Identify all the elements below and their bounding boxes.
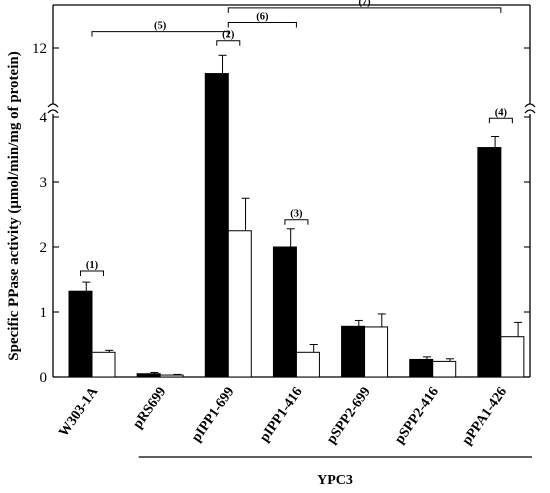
comparison-brackets: (1)(2)(3)(4)(5)(6)(7) — [80, 0, 513, 277]
bar-pPPA1-426-0 — [477, 147, 502, 378]
bracket-1 — [80, 270, 104, 277]
bracket-7 — [227, 7, 502, 13]
bar-pPPA1-426-1 — [500, 336, 525, 378]
bracket-label: (7) — [358, 0, 371, 8]
bracket-label: (6) — [256, 11, 269, 22]
y-axis-label: Specific PPase activity (μmol/min/mg of … — [6, 51, 22, 360]
x-tick-label: pRS699 — [130, 385, 169, 432]
bar-pIPP1-416-1 — [295, 351, 320, 378]
y-tick-label: 0 — [40, 370, 48, 386]
axis-break-right-bottom — [524, 109, 536, 114]
group-label: YPC3 — [317, 473, 353, 488]
axis-break-left-top — [47, 103, 59, 108]
x-tick-label: W303-1A — [56, 384, 101, 440]
error-bars — [82, 54, 523, 376]
bar-pSPP2-416-1 — [432, 360, 457, 378]
bracket-label: (4) — [495, 107, 508, 118]
x-tick-label: pSPP2-699 — [324, 385, 374, 447]
bar-pIPP1-416-0 — [272, 246, 297, 378]
bracket-5 — [91, 31, 229, 37]
bars — [68, 73, 525, 378]
bar-pRS699-1 — [159, 374, 184, 378]
y-tick-label: 3 — [40, 175, 48, 191]
bracket-4 — [488, 117, 513, 124]
x-tick-label: pPPA1-426 — [460, 385, 511, 448]
bar-pIPP1-699-0 — [204, 73, 229, 378]
bar-pSPP2-416-0 — [409, 358, 434, 378]
y-tick-label: 1 — [40, 305, 48, 321]
bracket-label: (1) — [86, 260, 99, 271]
bar-pSPP2-699-0 — [341, 325, 366, 378]
bar-pRS699-0 — [136, 373, 161, 378]
bar-W303-1A-1 — [91, 351, 116, 378]
axis-break-left-bottom — [47, 109, 59, 114]
bracket-label: (5) — [154, 21, 167, 32]
x-tick-label: pSPP2-416 — [392, 385, 442, 447]
x-tick-label: pIPP1-699 — [189, 385, 237, 445]
bracket-6 — [227, 21, 297, 28]
y-tick-label: 2 — [40, 240, 48, 256]
axis-labels: Specific PPase activity (μmol/min/mg of … — [6, 51, 353, 488]
bracket-3 — [284, 219, 309, 225]
bracket-2 — [216, 40, 241, 46]
bar-W303-1A-0 — [68, 290, 93, 378]
x-tick-label: pIPP1-416 — [257, 385, 305, 445]
bar-pSPP2-699-1 — [364, 326, 389, 378]
bracket-label: (3) — [290, 209, 303, 220]
axis-break-right-top — [524, 103, 536, 108]
y-tick-label: 12 — [32, 41, 47, 57]
bar-pIPP1-699-1 — [227, 230, 252, 378]
y-tick-label: 4 — [40, 110, 48, 126]
